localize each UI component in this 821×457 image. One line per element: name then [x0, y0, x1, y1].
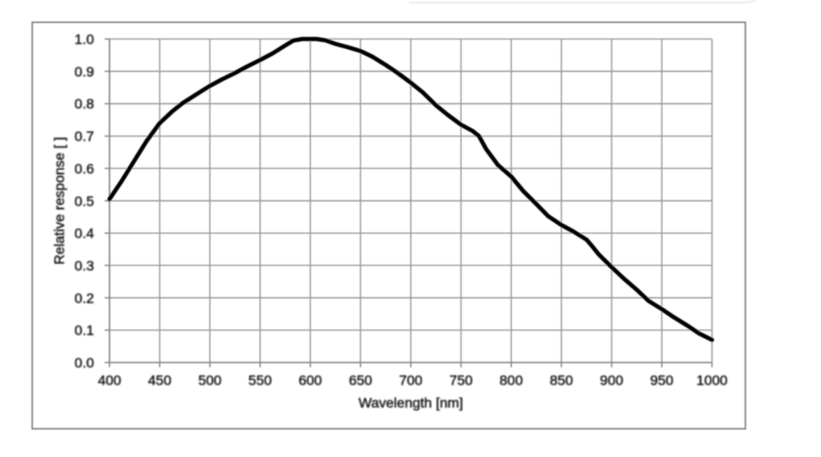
svg-text:700: 700 — [399, 372, 423, 388]
svg-text:750: 750 — [449, 372, 473, 388]
svg-text:850: 850 — [550, 372, 574, 388]
svg-text:950: 950 — [650, 372, 674, 388]
svg-text:1000: 1000 — [696, 372, 727, 388]
svg-text:0.1: 0.1 — [75, 322, 95, 338]
svg-text:0.4: 0.4 — [75, 225, 95, 241]
svg-text:0.7: 0.7 — [75, 128, 95, 144]
svg-text:500: 500 — [198, 372, 222, 388]
svg-text:Wavelength [nm]: Wavelength [nm] — [359, 394, 464, 410]
svg-text:0.9: 0.9 — [75, 63, 95, 79]
svg-text:900: 900 — [600, 372, 624, 388]
svg-text:650: 650 — [349, 372, 373, 388]
svg-text:400: 400 — [98, 372, 122, 388]
svg-text:Relative response [ ]: Relative response [ ] — [51, 137, 67, 265]
svg-text:1.0: 1.0 — [75, 31, 95, 47]
svg-text:450: 450 — [148, 372, 172, 388]
svg-text:0.8: 0.8 — [75, 96, 95, 112]
svg-text:0.6: 0.6 — [75, 160, 95, 176]
svg-text:0.3: 0.3 — [75, 257, 95, 273]
svg-text:0.0: 0.0 — [75, 355, 95, 371]
svg-text:0.2: 0.2 — [75, 290, 95, 306]
svg-text:550: 550 — [248, 372, 272, 388]
svg-text:800: 800 — [500, 372, 524, 388]
svg-text:600: 600 — [299, 372, 323, 388]
svg-text:0.5: 0.5 — [75, 193, 95, 209]
